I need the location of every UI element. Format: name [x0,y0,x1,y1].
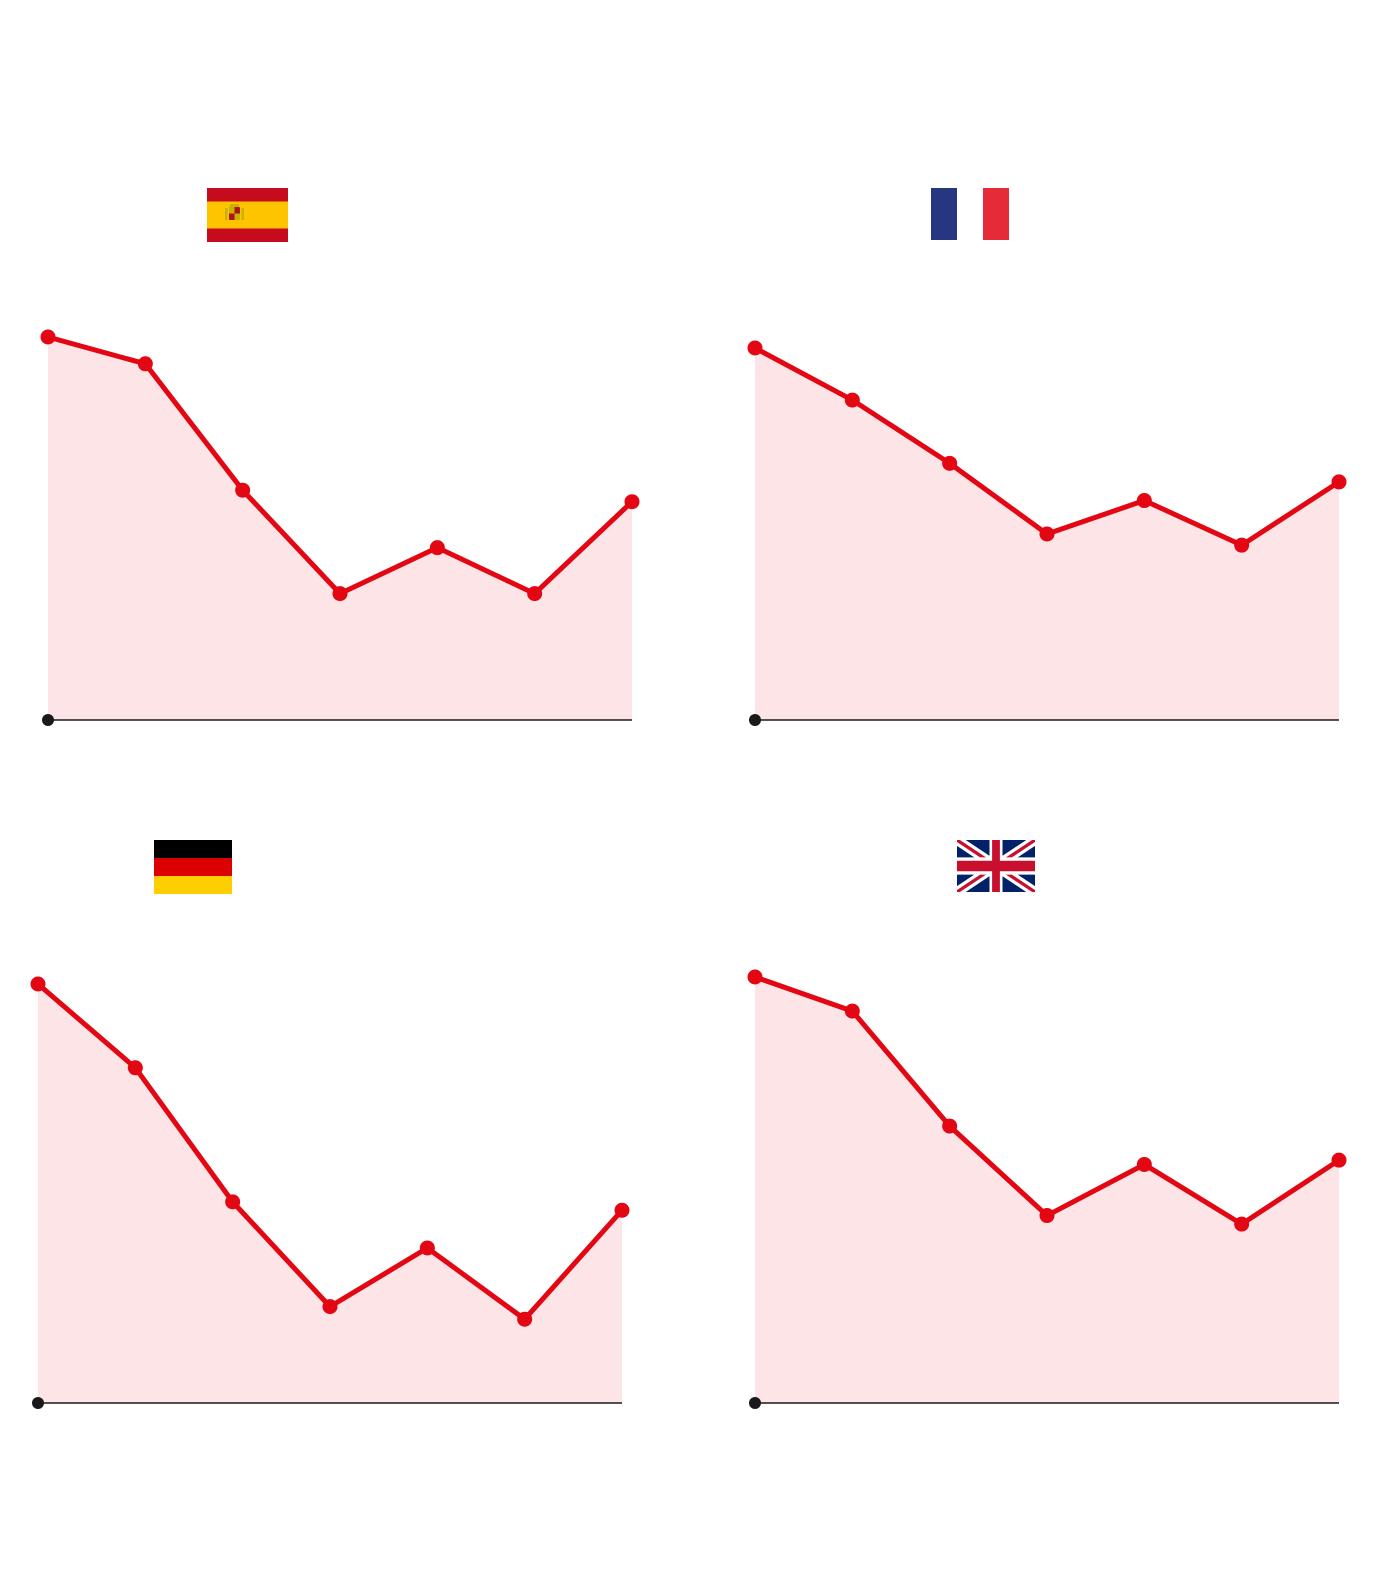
france-data-point-7 [1331,474,1347,490]
uk-data-point-6 [1234,1216,1250,1232]
france-data-point-5 [1136,493,1152,509]
uk-flag [957,840,1035,892]
germany-area [38,984,622,1403]
france-origin-dot [749,714,761,726]
germany-data-point-2 [127,1060,143,1076]
spain-data-point-2 [137,356,153,372]
uk-data-point-4 [1039,1208,1055,1224]
uk-origin-dot [749,1397,761,1409]
spain-coat-of-arms-icon [225,204,244,220]
spain-data-point-5 [429,540,445,556]
uk-data-point-3 [942,1118,958,1134]
spain-chart [40,329,640,726]
spain-data-point-4 [332,586,348,602]
france-data-point-1 [747,340,763,356]
france-chart [747,340,1347,726]
uk-data-point-5 [1136,1156,1152,1172]
germany-data-point-7 [614,1202,630,1218]
france-data-point-6 [1234,537,1250,553]
france-flag [931,188,1009,240]
spain-data-point-1 [40,329,56,345]
spain-data-point-3 [235,482,251,498]
spain-origin-dot [42,714,54,726]
france-data-point-4 [1039,526,1055,542]
germany-origin-dot [32,1397,44,1409]
germany-flag [154,840,232,894]
france-data-point-3 [942,455,958,471]
spain-flag [207,188,288,242]
germany-data-point-1 [30,976,46,992]
uk-data-point-2 [844,1003,860,1019]
spain-data-point-7 [624,494,640,510]
germany-chart [30,976,630,1409]
germany-data-point-3 [225,1194,241,1210]
germany-data-point-5 [419,1240,435,1256]
germany-data-point-6 [517,1311,533,1327]
uk-area [755,977,1339,1403]
germany-data-point-4 [322,1299,338,1315]
spain-data-point-6 [527,586,543,602]
uk-data-point-7 [1331,1152,1347,1168]
spain-area [48,337,632,720]
uk-data-point-1 [747,969,763,985]
uk-chart [747,969,1347,1409]
france-data-point-2 [844,392,860,408]
